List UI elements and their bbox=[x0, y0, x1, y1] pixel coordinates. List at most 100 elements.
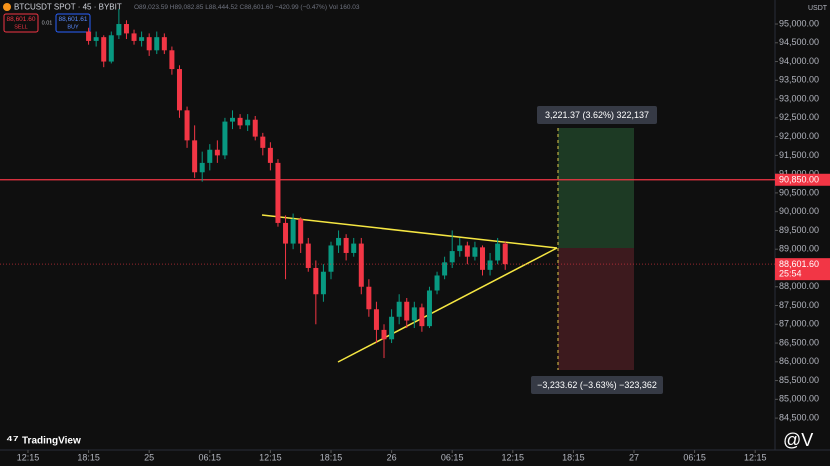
candle-body bbox=[108, 35, 114, 62]
candle-body bbox=[373, 309, 379, 330]
candle-body bbox=[275, 162, 281, 223]
trendline-upper bbox=[261, 214, 558, 249]
candle-body bbox=[237, 117, 243, 126]
candle-body bbox=[487, 260, 493, 270]
candle-body bbox=[260, 136, 266, 148]
candle-body bbox=[222, 121, 228, 156]
y-tick-label: 93,000.00 bbox=[779, 93, 819, 103]
candle-body bbox=[123, 24, 129, 34]
candle-body bbox=[358, 243, 364, 287]
y-tick-label: 89,000.00 bbox=[779, 244, 819, 254]
candle-body bbox=[449, 251, 455, 263]
x-tick-label: 12:15 bbox=[17, 452, 40, 462]
x-tick-label: 26 bbox=[387, 452, 397, 462]
candle-body bbox=[267, 147, 273, 163]
candle-body bbox=[351, 243, 357, 253]
candle-body bbox=[101, 37, 107, 62]
x-tick-label: 18:15 bbox=[562, 452, 585, 462]
watermark: @V bbox=[783, 430, 813, 450]
candle-body bbox=[192, 140, 198, 173]
y-tick-label: 85,500.00 bbox=[779, 375, 819, 385]
candle-body bbox=[146, 37, 152, 51]
candle-body bbox=[495, 243, 501, 261]
brand: TradingView bbox=[22, 436, 81, 447]
y-tick-label: 87,000.00 bbox=[779, 319, 819, 329]
candle-body bbox=[313, 267, 319, 295]
candle-body bbox=[139, 37, 145, 41]
candle-body bbox=[366, 286, 372, 310]
candle-body bbox=[320, 271, 326, 295]
candle-body bbox=[396, 301, 402, 317]
candle-body bbox=[252, 119, 258, 137]
symbol-icon bbox=[3, 3, 11, 11]
y-tick-label: 85,000.00 bbox=[779, 394, 819, 404]
x-tick-label: 12:15 bbox=[502, 452, 525, 462]
x-tick-label: 06:15 bbox=[199, 452, 222, 462]
y-tick-label: 86,500.00 bbox=[779, 337, 819, 347]
candle-body bbox=[305, 243, 311, 268]
target-badge bbox=[537, 106, 657, 124]
sell-label[interactable]: SELL bbox=[14, 24, 27, 30]
x-tick-label: 06:15 bbox=[683, 452, 706, 462]
y-tick-label: 90,000.00 bbox=[779, 206, 819, 216]
candle-body bbox=[214, 149, 220, 156]
candle-body bbox=[336, 237, 342, 246]
level-label: 90,850.00 bbox=[779, 175, 819, 185]
y-tick-label: 92,000.00 bbox=[779, 131, 819, 141]
candle-body bbox=[207, 149, 213, 163]
candle-body bbox=[426, 290, 432, 327]
spread: 0.01 bbox=[42, 20, 53, 26]
candle-body bbox=[479, 247, 485, 270]
x-tick-label: 27 bbox=[629, 452, 639, 462]
candle-body bbox=[283, 222, 289, 244]
x-tick-label: 18:15 bbox=[77, 452, 100, 462]
trendline-lower bbox=[337, 247, 558, 363]
last-price-badge bbox=[775, 258, 830, 281]
y-tick-label: 95,000.00 bbox=[779, 18, 819, 28]
candle-body bbox=[442, 262, 448, 276]
x-tick-label: 12:15 bbox=[259, 452, 282, 462]
sell-price[interactable]: 88,601.60 bbox=[7, 16, 36, 23]
candle-body bbox=[161, 37, 167, 51]
candle-body bbox=[472, 247, 478, 257]
stop-zone bbox=[558, 248, 634, 370]
candle-body bbox=[457, 245, 463, 252]
target-label: 3,221.37 (3.62%) 322,137 bbox=[545, 110, 649, 120]
candle-body bbox=[86, 31, 92, 41]
candle-body bbox=[343, 237, 349, 253]
stop-label: −3,233.62 (−3.63%) −323,362 bbox=[537, 380, 657, 390]
candle-body bbox=[411, 307, 417, 321]
currency: USDT bbox=[808, 5, 828, 12]
y-tick-label: 93,500.00 bbox=[779, 75, 819, 85]
y-tick-label: 91,000.00 bbox=[779, 169, 819, 179]
candle-body bbox=[154, 37, 160, 51]
candle-body bbox=[328, 245, 334, 272]
y-tick-label: 90,500.00 bbox=[779, 187, 819, 197]
candle-body bbox=[419, 307, 425, 327]
y-tick-label: 86,000.00 bbox=[779, 356, 819, 366]
y-tick-label: 84,500.00 bbox=[779, 412, 819, 422]
x-tick-label: 25 bbox=[144, 452, 154, 462]
level-badge bbox=[775, 173, 830, 186]
candle-body bbox=[176, 69, 182, 111]
candle-body bbox=[381, 329, 387, 340]
target-zone bbox=[558, 128, 634, 248]
candle-body bbox=[404, 301, 410, 321]
candle-body bbox=[230, 117, 236, 122]
x-tick-label: 06:15 bbox=[441, 452, 464, 462]
y-tick-label: 91,500.00 bbox=[779, 150, 819, 160]
symbol: BTCUSDT SPOT · 45 · BYBIT bbox=[14, 3, 122, 12]
y-tick-label: 94,500.00 bbox=[779, 37, 819, 47]
y-tick-label: 88,000.00 bbox=[779, 281, 819, 291]
sell-button[interactable] bbox=[3, 13, 39, 33]
brand-mark: ⁴⁷ bbox=[6, 432, 19, 448]
buy-button[interactable] bbox=[55, 13, 91, 33]
candle-body bbox=[93, 37, 99, 41]
buy-price[interactable]: 88,601.61 bbox=[59, 16, 88, 23]
buy-label[interactable]: BUY bbox=[67, 24, 79, 30]
y-tick-label: 87,500.00 bbox=[779, 300, 819, 310]
ohlc: O89,023.59 H89,082.85 L88,444.52 C88,601… bbox=[134, 4, 360, 11]
